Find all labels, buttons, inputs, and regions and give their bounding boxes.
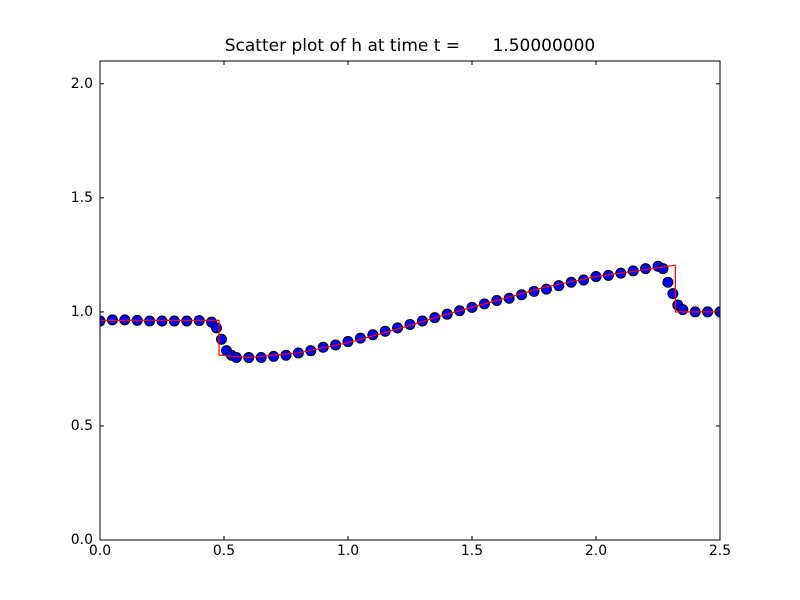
axes-frame [99, 60, 721, 541]
scatter-point [404, 318, 416, 330]
y-tick-label: 0.0 [71, 532, 93, 548]
plot-area [100, 260, 720, 364]
scatter-point [100, 315, 106, 327]
chart-title: Scatter plot of h at time t = 1.50000000 [225, 36, 595, 56]
x-tick-label: 2.5 [709, 543, 731, 559]
x-tick-label: 0.0 [89, 543, 111, 559]
line [100, 264, 720, 359]
scatter-point [211, 322, 223, 334]
scatter-point [144, 315, 156, 327]
scatter-point [662, 276, 674, 288]
scatter-point [667, 288, 679, 300]
y-tick-label: 1.0 [71, 304, 93, 320]
scatter-point [280, 349, 292, 361]
scatter-point [553, 280, 565, 292]
scatter-point [677, 304, 689, 316]
scatter-point [268, 350, 280, 362]
y-tick-label: 1.5 [71, 190, 93, 206]
scatter-point [255, 352, 267, 364]
scatter-point [657, 263, 669, 275]
scatter-point [156, 315, 168, 327]
scatter-point [168, 315, 180, 327]
x-tick-label: 0.5 [213, 543, 235, 559]
y-tick-label: 0.5 [71, 418, 93, 434]
scatter-point [230, 352, 242, 364]
x-tick-label: 2.0 [585, 543, 607, 559]
x-tick-label: 1.5 [461, 543, 483, 559]
scatter-point [216, 333, 228, 345]
y-tick-label: 2.0 [71, 76, 93, 92]
x-tick-label: 1.0 [337, 543, 359, 559]
scatter-point [181, 315, 193, 327]
